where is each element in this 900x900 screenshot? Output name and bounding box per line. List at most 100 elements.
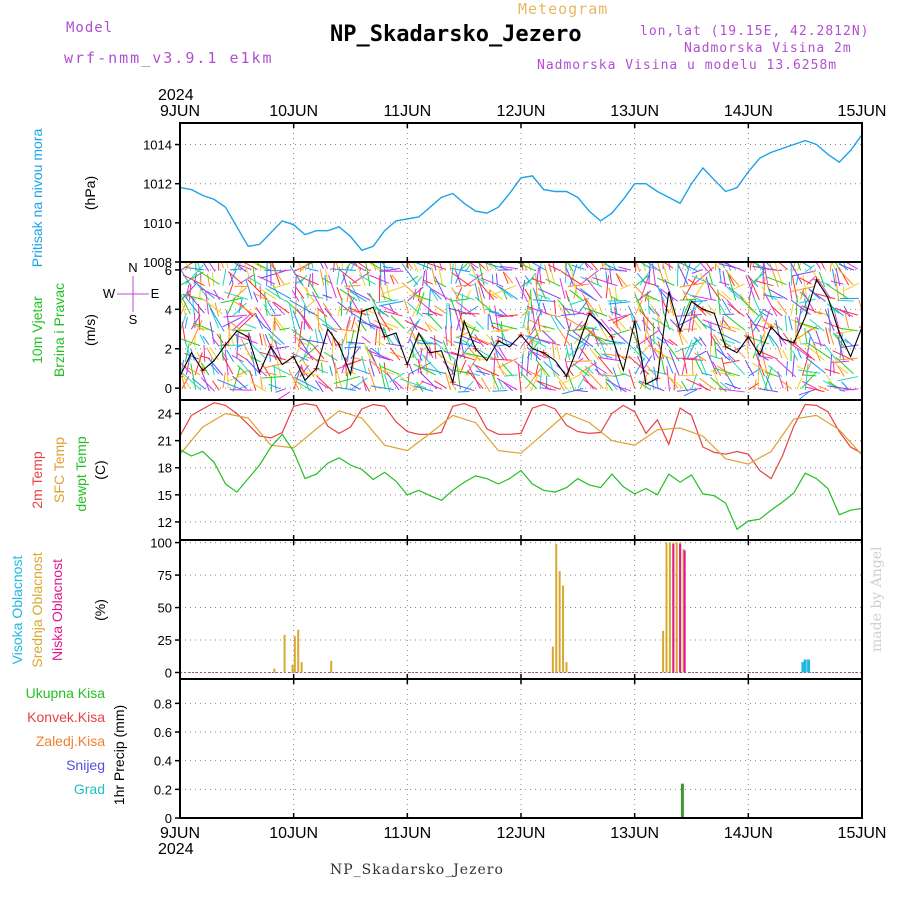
wind-arrow [468,273,489,285]
wind-arrow [646,364,655,375]
wind-arrow [570,342,575,359]
wind-arrow [272,365,291,376]
wind-arrow [864,269,881,284]
wind-arrow [302,285,315,302]
y-tick-label: 6 [165,263,172,278]
wind-arrow [776,300,788,315]
x-tick-label-top: 10JUN [269,103,318,120]
wind-arrow [199,334,206,345]
wind-arrow [180,302,187,316]
wind-arrow [691,300,697,317]
wind-arrow [620,284,631,290]
wind-arrow [251,262,267,271]
wind-arrow [677,262,698,272]
wind-arrow [647,293,650,315]
wind-arrow [801,353,810,376]
wind-arrow [201,362,210,376]
cloud-bar-srednja [283,634,286,673]
wind-arrow [294,299,297,315]
wind-arrow [226,349,235,363]
compass-n: N [128,260,137,275]
wind-arrow [788,341,812,359]
wind-arrow [275,388,286,393]
wind-arrow [530,374,539,392]
wind-arrow [564,307,589,317]
wind-arrow [456,362,461,390]
wind-arrow [217,379,243,391]
wind-arrow [442,360,456,376]
y-tick-label: 24 [158,407,172,422]
wind-arrow [682,358,703,361]
wind-arrow [790,262,803,284]
wind-arrow [413,262,432,270]
wind-arrow [453,383,475,392]
wind-arrow [798,389,816,396]
wind-arrow [462,323,480,333]
wind-arrow [527,262,532,270]
wind-arrow [654,283,669,301]
wind-arrow [212,380,220,391]
wind-arrow [353,357,367,362]
wind-arrow [535,359,550,378]
wind-arrow [476,262,486,269]
wind-arrow [180,312,187,331]
wind-arrow [423,281,442,300]
wind-arrow [242,262,258,271]
wind-arrow [678,265,689,285]
wind-arrow [229,389,253,391]
wind-arrow [426,312,443,330]
wind-arrow [725,285,740,300]
wind-arrow [565,344,571,361]
wind-arrow [293,377,304,390]
x-tick-label-bottom: 9JUN [160,825,200,842]
wind-arrow [499,265,519,270]
wind-arrow [459,312,480,315]
x-tick-label-bottom: 10JUN [269,825,318,842]
wind-arrow [184,262,192,271]
wind-arrow [427,289,431,317]
wind-arrow [264,292,268,316]
wind-arrow [496,335,518,347]
wind-arrow [416,381,424,393]
wind-arrow [450,263,454,284]
wind-arrow [612,313,632,324]
wind-arrow [831,360,849,375]
wind-arrow [632,283,650,302]
wind-arrow [236,286,243,300]
wind-arrow [360,322,367,332]
wind-arrow [345,262,353,269]
elevation-label: Nadmorska Visina 2m [684,41,852,56]
wind-arrow [668,338,678,347]
wind-arrow [180,262,194,271]
wind-arrow [221,354,234,375]
wind-arrow [726,271,740,286]
wind-arrow [708,270,713,284]
wind-arrow [552,262,556,272]
wind-arrow [276,391,291,400]
wind-arrow [408,364,414,375]
wind-arrow [523,324,537,346]
wind-arrow [334,362,338,390]
wind-arrow [298,371,319,377]
wind-arrow [445,302,448,330]
wind-arrow [601,262,604,269]
wind-arrow [498,357,518,369]
wind-arrow [718,268,722,284]
wind-arrow [831,268,836,287]
wind-arrow [181,376,186,390]
cloud-bar-srednja [562,585,565,673]
wind-arrow [764,371,779,378]
wind-arrow [702,309,712,316]
wind-arrow [583,262,594,271]
wind-arrow [429,336,443,344]
wind-arrow [409,316,418,331]
wind-arrow [592,276,618,287]
wind-arrow [186,291,205,314]
y-tick-label: 1014 [143,138,172,153]
wind-arrow [429,310,443,317]
wind-arrow [759,355,773,359]
wind-arrow [604,339,626,344]
series-line-wind [180,278,862,386]
wind-arrow [675,315,698,328]
wind-arrow [805,357,826,374]
